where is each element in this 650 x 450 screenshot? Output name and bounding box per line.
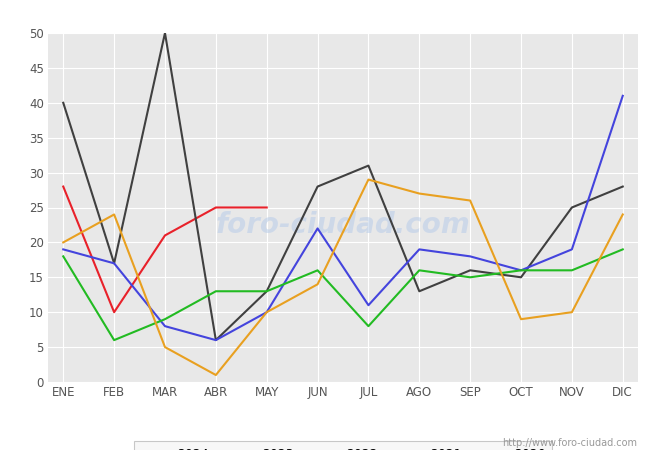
Text: foro-ciudad.com: foro-ciudad.com (216, 211, 471, 239)
Text: http://www.foro-ciudad.com: http://www.foro-ciudad.com (502, 438, 637, 448)
Legend: 2024, 2023, 2022, 2021, 2020: 2024, 2023, 2022, 2021, 2020 (134, 441, 552, 450)
Text: Matriculaciones de Vehículos en Mengíbar: Matriculaciones de Vehículos en Mengíbar (150, 7, 500, 26)
